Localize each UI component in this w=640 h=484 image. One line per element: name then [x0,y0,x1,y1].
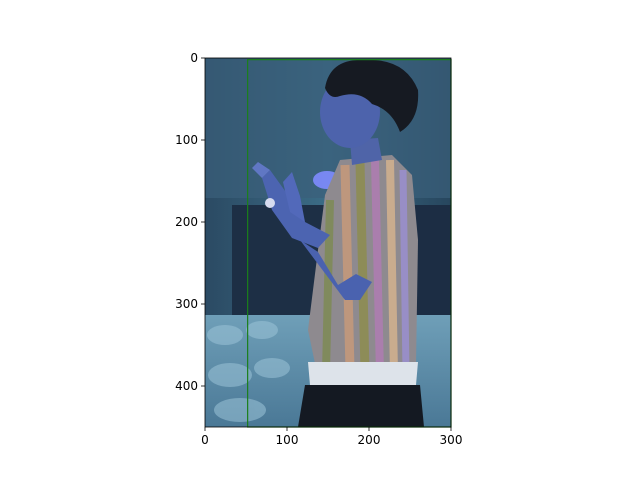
y-tick-label: 400 [175,379,198,393]
axes-frame [204,57,452,428]
photo [205,58,451,427]
x-tick-label: 100 [275,433,299,447]
y-tick-label: 300 [175,297,198,311]
x-tick-label: 300 [439,433,463,447]
x-tick-label: 0 [201,433,209,447]
y-tick-label: 0 [190,51,198,65]
x-tick-label: 200 [357,433,381,447]
y-axis-ticks [201,57,205,387]
y-tick-label: 200 [175,215,198,229]
x-axis-ticks [204,427,452,431]
y-tick-label: 100 [175,133,198,147]
